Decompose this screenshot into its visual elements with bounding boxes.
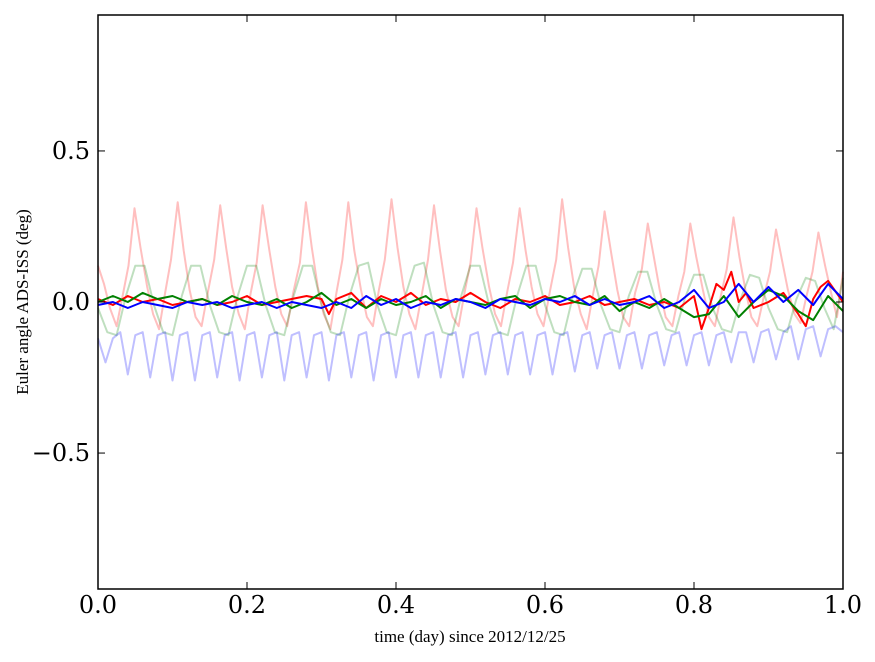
- x-tick-label: 0.6: [526, 591, 564, 619]
- series-layer: [97, 198, 844, 382]
- series-line-1: [97, 261, 844, 337]
- y-tick-label: 0.0: [52, 288, 90, 316]
- series-line-0: [97, 198, 844, 331]
- series-line-2: [97, 325, 844, 382]
- y-axis-label: Euler angle ADS-ISS (deg): [13, 209, 32, 395]
- x-tick-label: 1.0: [824, 591, 862, 619]
- x-tick-label: 0.0: [79, 591, 117, 619]
- y-tick-label: 0.5: [52, 137, 90, 165]
- series-line-5: [97, 282, 844, 309]
- x-tick-label: 0.8: [675, 591, 713, 619]
- ticks-layer: 0.0 0.2 0.4 0.6 0.8 1.0 −0.5 0.0 0.5: [32, 15, 862, 619]
- x-axis-label: time (day) since 2012/12/25: [374, 627, 565, 646]
- y-tick-label: −0.5: [32, 439, 90, 467]
- x-tick-label: 0.2: [228, 591, 266, 619]
- x-tick-label: 0.4: [377, 591, 415, 619]
